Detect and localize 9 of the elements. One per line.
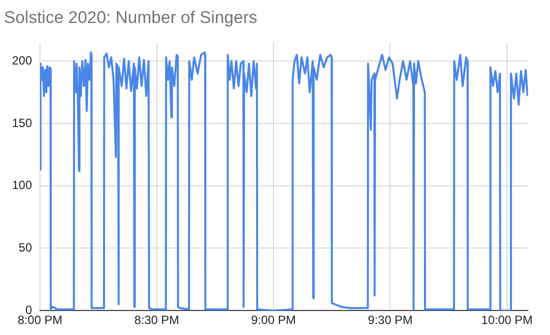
x-tick-label: 9:30 PM [368, 313, 413, 328]
x-tick-label: 10:00 PM [481, 313, 533, 328]
y-tick-label: 50 [18, 240, 32, 255]
y-tick-label: 100 [12, 178, 32, 192]
y-tick-label: 200 [12, 53, 32, 68]
x-tick-label: 9:00 PM [251, 313, 296, 328]
x-tick-label: 8:30 PM [134, 313, 180, 328]
y-tick-label: 150 [12, 116, 32, 130]
chart-title: Solstice 2020: Number of Singers [4, 8, 258, 27]
